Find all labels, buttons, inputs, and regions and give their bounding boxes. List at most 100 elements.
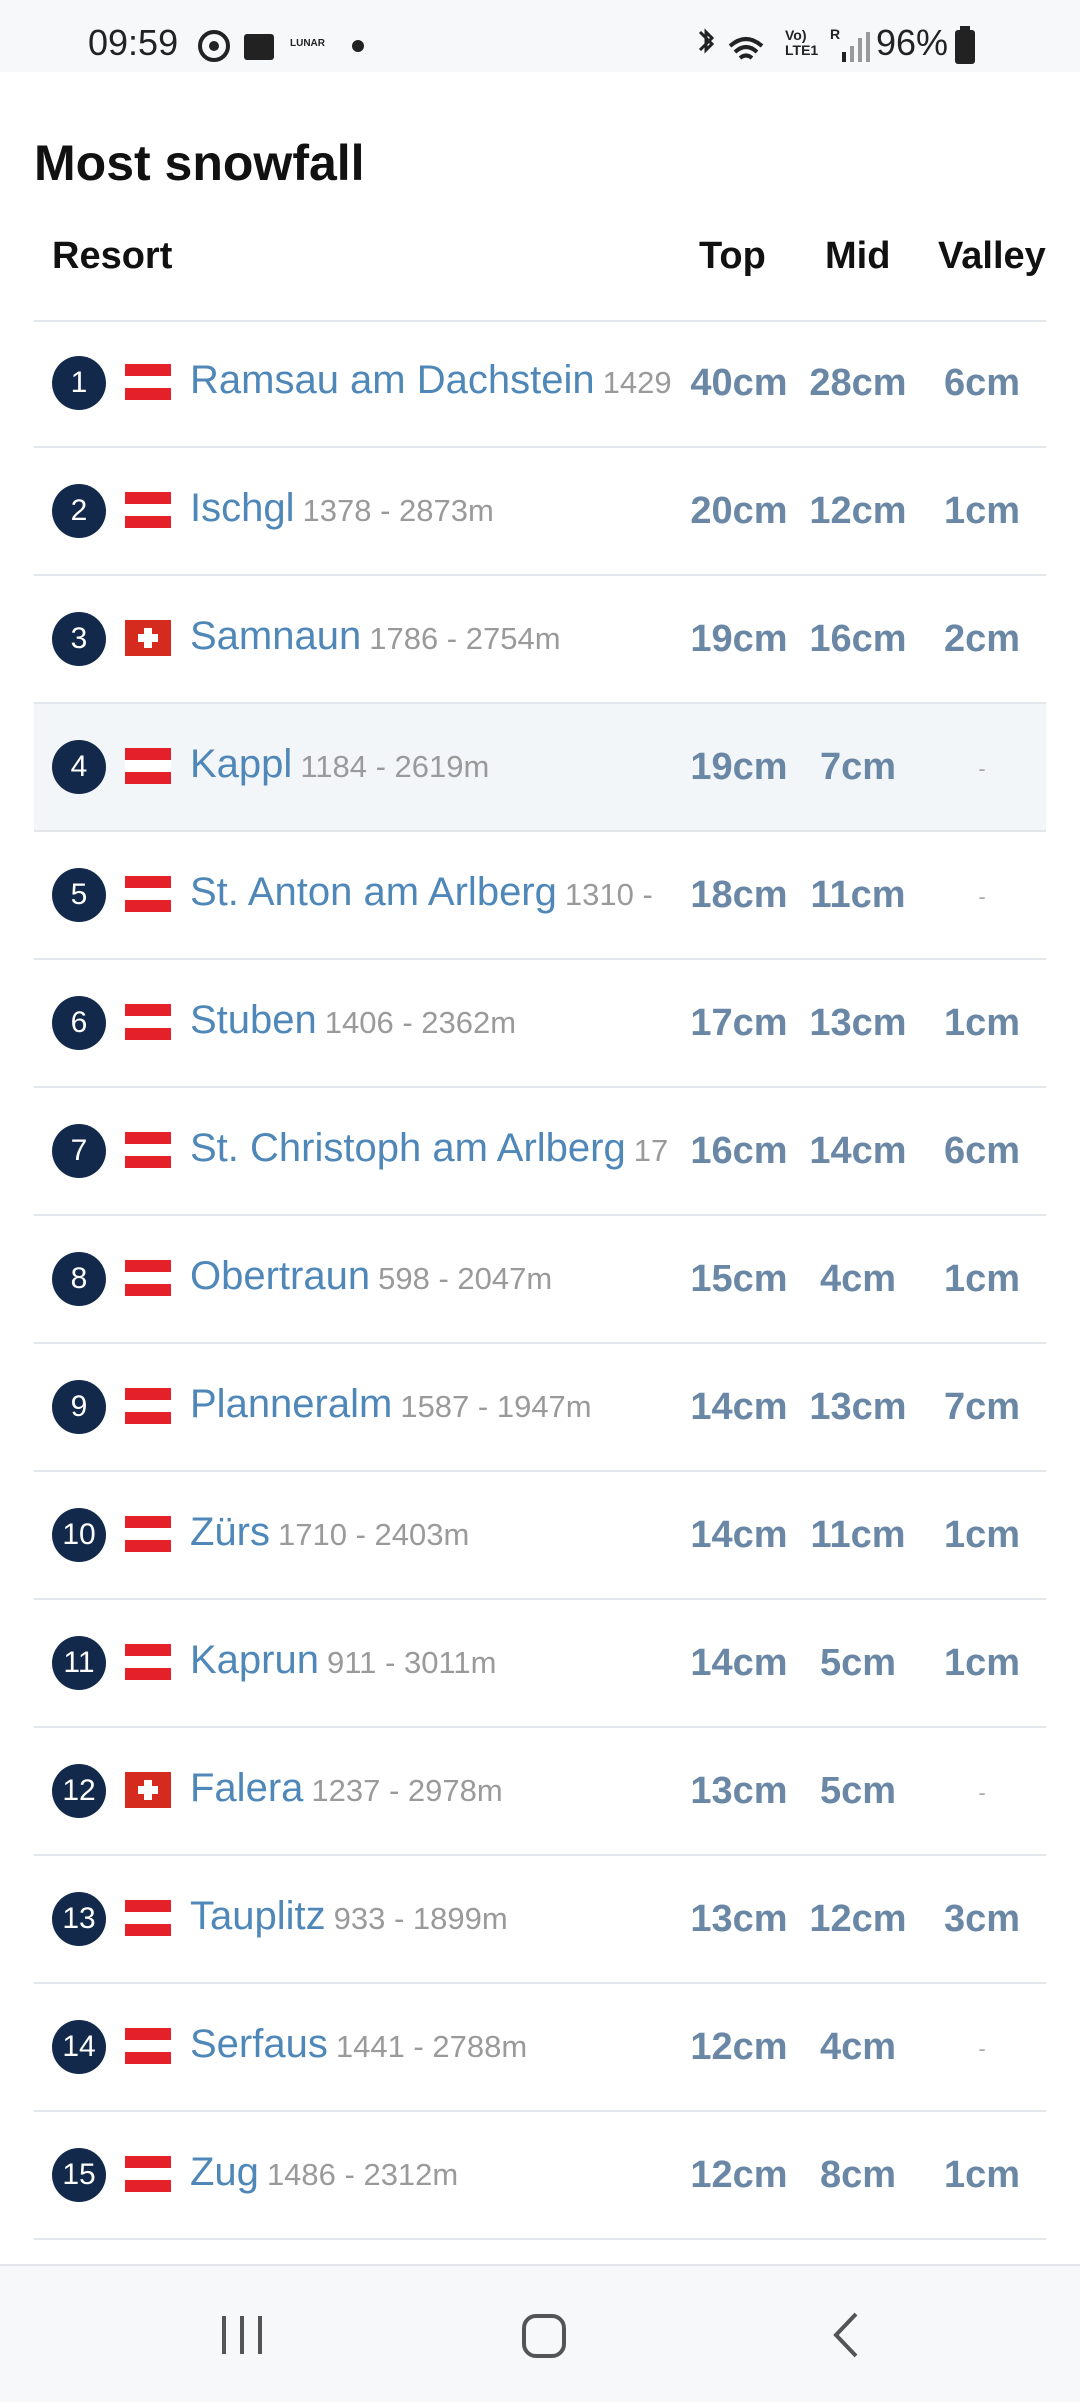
signal [842, 32, 870, 62]
flag [125, 364, 171, 400]
table-row[interactable]: 2 Ischgl 1378 - 2873m 20cm 12cm 1cm [34, 448, 1046, 576]
resort-cell: Kappl 1184 - 2619m [190, 742, 700, 787]
rank-badge: 13 [52, 1892, 106, 1946]
rank-badge: 1 [52, 356, 106, 410]
altitude: 1184 - 2619m [300, 749, 490, 784]
snow-valley: - [978, 2036, 986, 2061]
resort-cell: St. Christoph am Arlberg 17 [190, 1126, 700, 1171]
resort-name[interactable]: Ramsau am Dachstein [190, 358, 595, 402]
altitude: 598 - 2047m [378, 1261, 553, 1296]
table-row[interactable]: 13 Tauplitz 933 - 1899m 13cm 12cm 3cm [34, 1856, 1046, 1984]
table-row[interactable]: 12 Falera 1237 - 2978m 13cm 5cm - [34, 1728, 1046, 1856]
resort-name[interactable]: Kaprun [190, 1638, 319, 1682]
altitude: 933 - 1899m [333, 1901, 508, 1936]
altitude: 1441 - 2788m [335, 2029, 528, 2064]
rank-badge: 10 [52, 1508, 106, 1562]
snow-valley: - [978, 756, 986, 781]
table-row[interactable]: 7 St. Christoph am Arlberg 17 16cm 14cm 6cm [34, 1088, 1046, 1216]
snow-mid: 11cm [810, 874, 906, 916]
snow-top: 17cm [690, 1002, 788, 1044]
resort-cell: Samnaun 1786 - 2754m [190, 614, 700, 659]
snow-valley: - [978, 884, 986, 909]
resort-cell: Zug 1486 - 2312m [190, 2150, 700, 2195]
altitude: 1310 - [564, 877, 653, 912]
flag [125, 1772, 171, 1808]
column-header: Resort [52, 235, 173, 277]
table-row[interactable]: 11 Kaprun 911 - 3011m 14cm 5cm 1cm [34, 1600, 1046, 1728]
snow-valley: 2cm [943, 618, 1021, 660]
resort-name[interactable]: Stuben [190, 998, 317, 1042]
back-button[interactable] [833, 2312, 858, 2358]
snow-top: 13cm [690, 1770, 788, 1812]
rank-badge: 11 [52, 1636, 106, 1690]
resort-name[interactable]: Planneralm [190, 1382, 393, 1426]
snow-mid: 12cm [809, 490, 907, 532]
table-row[interactable]: 5 St. Anton am Arlberg 1310 -18cm 11cm - [34, 832, 1046, 960]
rank-badge: 12 [52, 1764, 106, 1818]
table-row[interactable]: 4 Kappl 1184 - 2619m 19cm 7cm - [34, 704, 1046, 832]
snow-top: 19cm [690, 618, 788, 660]
snow-valley: 1cm [943, 1514, 1021, 1556]
resort-name[interactable]: Tauplitz [190, 1894, 326, 1938]
home-button[interactable] [522, 2314, 566, 2358]
rank-badge: 4 [52, 740, 106, 794]
resort-name[interactable]: Ischgl [190, 486, 295, 530]
snow-top: 16cm [690, 1130, 788, 1172]
resort-name[interactable]: Serfaus [190, 2022, 328, 2066]
snow-top: 20cm [690, 490, 788, 532]
resort-name[interactable]: Samnaun [190, 614, 362, 658]
altitude: 1587 - 1947m [400, 1389, 592, 1424]
table-row[interactable]: 8 Obertraun 598 - 2047m 15cm 4cm 1cm [34, 1216, 1046, 1344]
flag [125, 748, 171, 784]
flag [125, 1516, 171, 1552]
table-row[interactable]: 15 Zug 1486 - 2312m 12cm 8cm 1cm [34, 2112, 1046, 2240]
snow-top: 12cm [690, 2154, 788, 2196]
snow-valley: 3cm [943, 1898, 1021, 1940]
resort-name[interactable]: St. Christoph am Arlberg [190, 1126, 626, 1170]
flag [125, 1900, 171, 1936]
resort-name[interactable]: Zürs [190, 1510, 270, 1554]
table-row[interactable]: 10 Zürs 1710 - 2403m 14cm 11cm 1cm [34, 1472, 1046, 1600]
snow-mid: 8cm [819, 2154, 897, 2196]
flag [125, 1004, 171, 1040]
resort-cell: Serfaus 1441 - 2788m [190, 2022, 700, 2067]
table-row[interactable]: 6 Stuben 1406 - 2362m 17cm 13cm 1cm [34, 960, 1046, 1088]
snow-mid: 7cm [819, 746, 897, 788]
rank-badge: 15 [52, 2148, 106, 2202]
table-row[interactable]: 9 Planneralm 1587 - 1947m 14cm 13cm 7cm [34, 1344, 1046, 1472]
snow-mid: 11cm [810, 1514, 906, 1556]
resort-name[interactable]: Zug [190, 2150, 259, 2194]
snow-mid: 5cm [819, 1642, 897, 1684]
rank-badge: 9 [52, 1380, 106, 1434]
rank-badge: 2 [52, 484, 106, 538]
table-row[interactable]: 1 Ramsau am Dachstein 1429 40cm 28cm 6cm [34, 320, 1046, 448]
resort-name[interactable]: Kappl [190, 742, 293, 786]
table-row[interactable]: 14 Serfaus 1441 - 2788m 12cm 4cm - [34, 1984, 1046, 2112]
snow-top: 18cm [690, 874, 788, 916]
roaming: R [830, 26, 841, 42]
resort-name[interactable]: St. Anton am Arlberg [190, 870, 557, 914]
status-bar: 09:59 LUNAR Vo) LTE1 R 96% [0, 0, 1080, 72]
rank-badge: 3 [52, 612, 106, 666]
table-row[interactable]: 3 Samnaun 1786 - 2754m 19cm 16cm 2cm [34, 576, 1046, 704]
resort-name[interactable]: Obertraun [190, 1254, 371, 1298]
flag [125, 1132, 171, 1168]
snow-top: 13cm [690, 1898, 788, 1940]
column-header: Mid [825, 235, 891, 277]
snow-mid: 12cm [809, 1898, 907, 1940]
flag [125, 620, 171, 656]
snow-mid: 4cm [819, 2026, 897, 2068]
network: Vo) LTE1 [785, 27, 819, 58]
snow-mid: 28cm [809, 362, 907, 404]
resort-name[interactable]: Falera [190, 1766, 304, 1810]
resort-cell: Ramsau am Dachstein 1429 [190, 358, 700, 403]
snow-top: 40cm [690, 362, 788, 404]
snow-top: 14cm [690, 1514, 788, 1556]
time: 09:59 [88, 22, 179, 63]
snow-valley: 6cm [943, 362, 1021, 404]
snow-valley: 1cm [943, 1642, 1021, 1684]
resort-cell: St. Anton am Arlberg 1310 - [190, 870, 700, 915]
snow-mid: 5cm [819, 1770, 897, 1812]
flag [125, 1388, 171, 1424]
flag [125, 492, 171, 528]
